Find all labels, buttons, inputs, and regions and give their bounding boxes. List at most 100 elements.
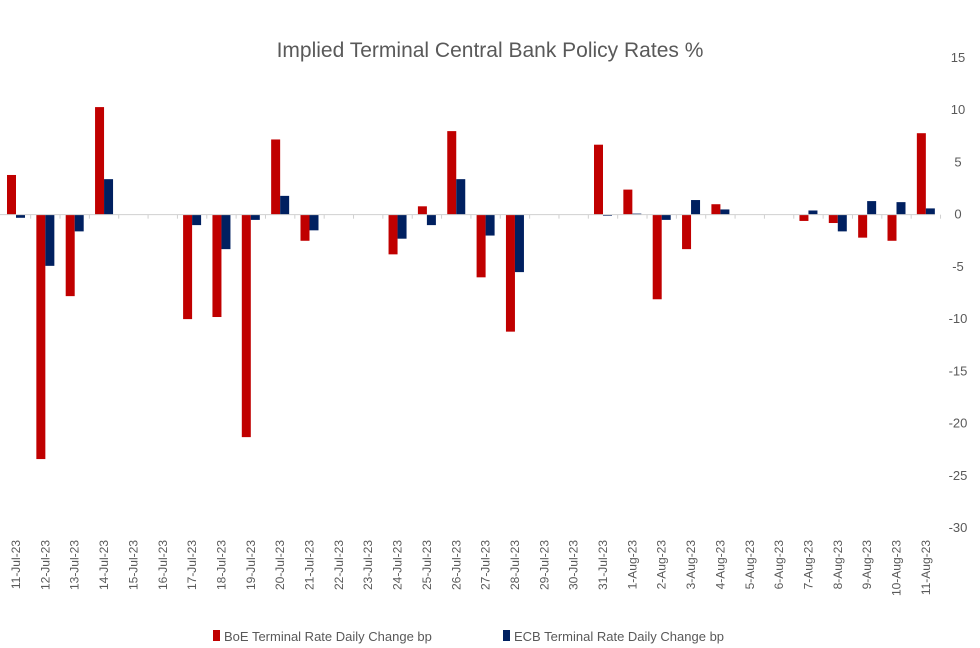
boe-bar bbox=[36, 214, 46, 460]
boe-bar bbox=[594, 144, 603, 215]
boe-bar bbox=[476, 214, 486, 278]
boe-bar bbox=[447, 131, 457, 215]
ecb-bar bbox=[720, 209, 730, 215]
x-tick-label: 21-Jul-23 bbox=[303, 540, 317, 590]
x-tick-label: 20-Jul-23 bbox=[273, 540, 287, 590]
ecb-bar bbox=[221, 214, 231, 250]
x-tick-label: 26-Jul-23 bbox=[449, 540, 463, 590]
x-tick-label: 11-Jul-23 bbox=[9, 540, 23, 589]
x-tick-label: 22-Jul-23 bbox=[332, 540, 346, 590]
ecb-bar bbox=[309, 214, 319, 231]
ecb-bar bbox=[603, 214, 612, 216]
legend-swatch-boe bbox=[213, 630, 220, 641]
boe-bar bbox=[388, 214, 398, 255]
y-tick-label: -15 bbox=[949, 363, 968, 378]
y-tick-label: 10 bbox=[951, 102, 965, 117]
x-tick-label: 31-Jul-23 bbox=[596, 540, 610, 590]
boe-bar bbox=[212, 214, 222, 318]
x-tick-label: 30-Jul-23 bbox=[567, 540, 581, 590]
x-tick-label: 29-Jul-23 bbox=[537, 540, 551, 590]
x-tick-label: 7-Aug-23 bbox=[801, 540, 815, 590]
boe-bar bbox=[7, 174, 16, 215]
ecb-bar bbox=[808, 210, 818, 215]
legend-label-ecb: ECB Terminal Rate Daily Change bp bbox=[514, 629, 724, 644]
x-tick-label: 18-Jul-23 bbox=[214, 540, 228, 590]
boe-bar bbox=[95, 107, 105, 215]
ecb-bar bbox=[74, 214, 84, 232]
bars bbox=[7, 107, 935, 460]
y-tick-label: 0 bbox=[954, 207, 961, 222]
y-tick-label: -25 bbox=[949, 468, 968, 483]
x-tick-label: 25-Jul-23 bbox=[420, 540, 434, 590]
y-tick-label: -30 bbox=[949, 520, 968, 535]
legend-label-boe: BoE Terminal Rate Daily Change bp bbox=[224, 629, 432, 644]
x-tick-label: 12-Jul-23 bbox=[38, 540, 52, 590]
ecb-bar bbox=[632, 213, 642, 215]
x-tick-label: 16-Jul-23 bbox=[156, 540, 170, 590]
ecb-bar bbox=[514, 214, 524, 273]
ecb-bar bbox=[925, 208, 935, 215]
boe-bar bbox=[682, 214, 692, 250]
boe-bar bbox=[623, 189, 633, 215]
x-tick-label: 1-Aug-23 bbox=[625, 540, 639, 590]
boe-bar bbox=[652, 214, 662, 300]
x-tick-label: 17-Jul-23 bbox=[185, 540, 199, 590]
boe-bar bbox=[241, 214, 251, 438]
x-tick-label: 24-Jul-23 bbox=[391, 540, 405, 590]
x-tick-label: 14-Jul-23 bbox=[97, 540, 111, 590]
ecb-bar bbox=[280, 195, 290, 215]
boe-bar bbox=[887, 214, 897, 241]
boe-bar bbox=[300, 214, 310, 241]
x-tick-label: 9-Aug-23 bbox=[860, 540, 874, 590]
x-tick-label: 27-Jul-23 bbox=[479, 540, 493, 590]
ecb-bar bbox=[661, 214, 671, 220]
boe-bar bbox=[828, 214, 838, 224]
ecb-bar bbox=[45, 214, 55, 266]
y-axis: 15 10 5 0 -5 -10 -15 -20 -25 -30 bbox=[949, 50, 968, 535]
boe-bar bbox=[271, 139, 281, 215]
x-tick-label: 13-Jul-23 bbox=[68, 540, 82, 590]
ecb-bar bbox=[867, 201, 877, 215]
ecb-bar bbox=[192, 214, 202, 226]
y-tick-label: -20 bbox=[949, 416, 968, 431]
y-tick-label: 5 bbox=[954, 154, 961, 169]
boe-bar bbox=[417, 206, 427, 215]
x-tick-label: 23-Jul-23 bbox=[361, 540, 375, 590]
ecb-bar bbox=[485, 214, 495, 236]
x-tick-label: 19-Jul-23 bbox=[244, 540, 258, 590]
y-tick-label: 15 bbox=[951, 50, 965, 65]
boe-bar bbox=[183, 214, 193, 320]
ecb-bar bbox=[691, 200, 701, 215]
x-tick-label: 15-Jul-23 bbox=[126, 540, 140, 590]
chart-title: Implied Terminal Central Bank Policy Rat… bbox=[277, 39, 704, 62]
x-tick-label: 10-Aug-23 bbox=[890, 540, 904, 596]
ecb-bar bbox=[250, 214, 260, 220]
ecb-bar bbox=[426, 214, 436, 226]
x-tick-label: 11-Aug-23 bbox=[919, 540, 933, 595]
boe-bar bbox=[711, 204, 721, 215]
ecb-bar bbox=[16, 214, 25, 218]
boe-bar bbox=[858, 214, 868, 238]
boe-bar bbox=[799, 214, 809, 221]
x-tick-label: 2-Aug-23 bbox=[655, 540, 669, 590]
boe-bar bbox=[505, 214, 515, 332]
x-tick-label: 6-Aug-23 bbox=[772, 540, 786, 590]
x-tick-label: 4-Aug-23 bbox=[713, 540, 727, 590]
ecb-bar bbox=[896, 202, 906, 215]
x-tick-label: 5-Aug-23 bbox=[743, 540, 757, 590]
ecb-bar bbox=[456, 179, 466, 215]
x-axis: 11-Jul-23 12-Jul-23 13-Jul-23 14-Jul-23 15-J… bbox=[9, 214, 942, 596]
legend: BoE Terminal Rate Daily Change bp ECB Ter… bbox=[213, 629, 724, 644]
y-tick-label: -5 bbox=[952, 259, 964, 274]
legend-swatch-ecb bbox=[503, 630, 510, 641]
boe-bar bbox=[916, 133, 926, 215]
x-tick-label: 3-Aug-23 bbox=[684, 540, 698, 590]
y-tick-label: -10 bbox=[949, 311, 968, 326]
x-tick-label: 8-Aug-23 bbox=[831, 540, 845, 590]
boe-bar bbox=[65, 214, 75, 297]
ecb-bar bbox=[104, 179, 114, 215]
ecb-bar bbox=[397, 214, 407, 239]
x-tick-label: 28-Jul-23 bbox=[508, 540, 522, 590]
ecb-bar bbox=[837, 214, 847, 232]
